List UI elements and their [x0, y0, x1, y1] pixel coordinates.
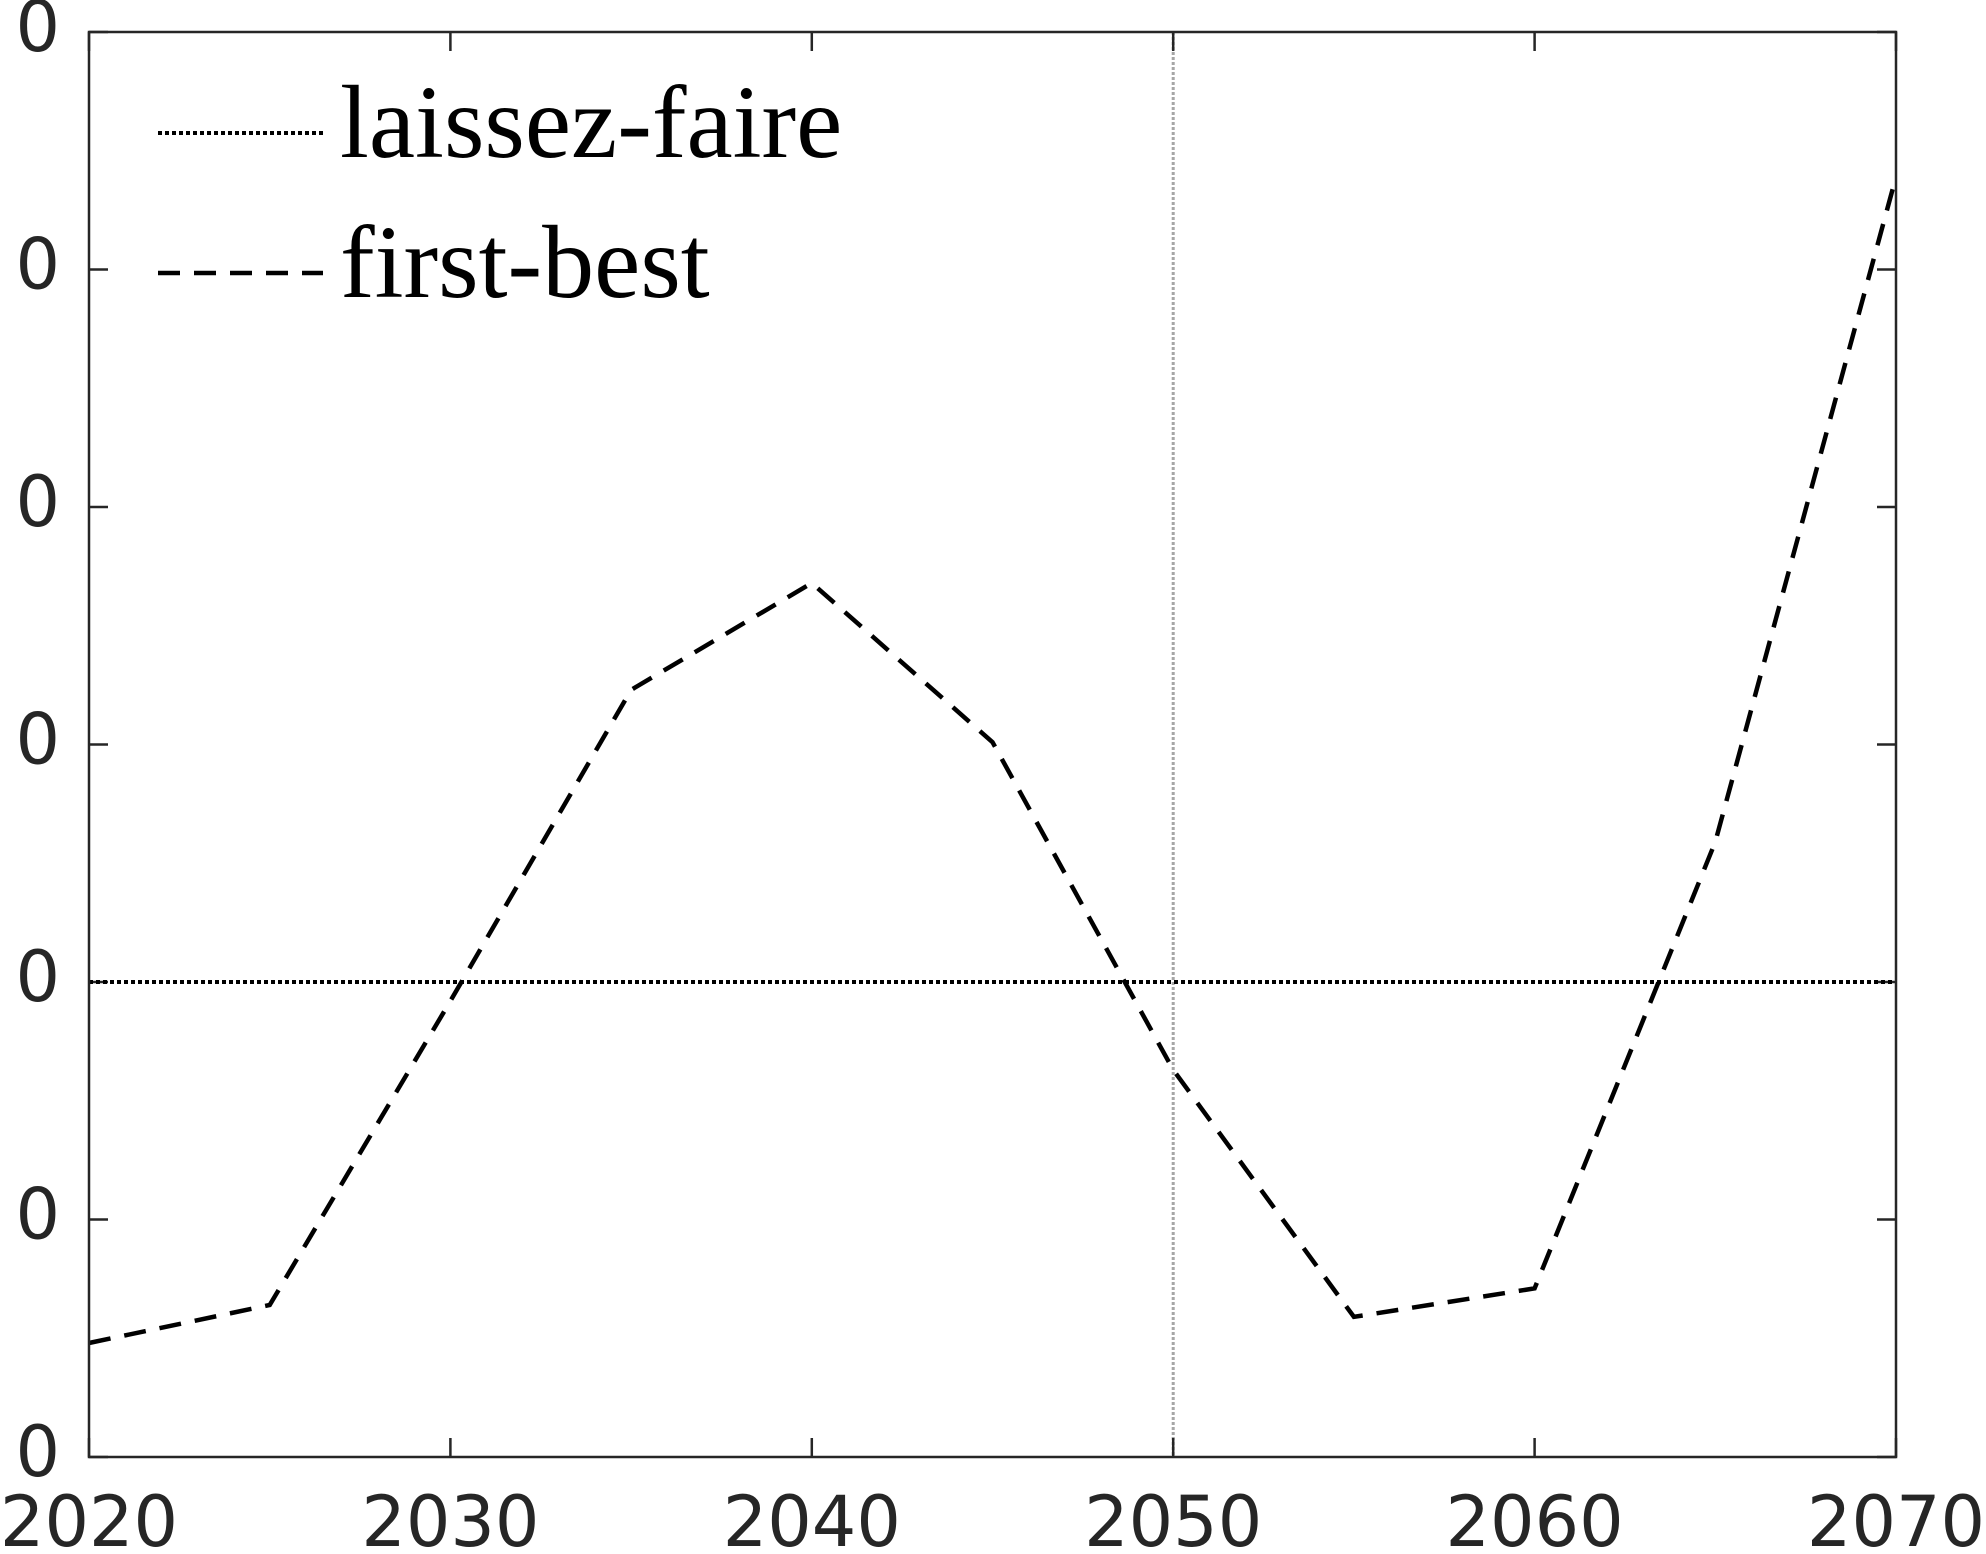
y-tick-label: 0 — [15, 224, 60, 306]
line-series — [88, 176, 1899, 1346]
x-tick-label: 2060 — [1446, 1481, 1624, 1554]
y-tick-label: 0 — [15, 936, 60, 1018]
legend-label: first-best — [340, 205, 710, 320]
y-tick-label: 0 — [15, 1174, 60, 1256]
x-tick-label: 2040 — [723, 1481, 901, 1554]
x-tick-label: 2050 — [1084, 1481, 1262, 1554]
x-tick-label: 2030 — [361, 1481, 539, 1554]
plot-frame — [87, 30, 1898, 1459]
legend-label: laissez-faire — [340, 65, 842, 180]
y-tick-label: 0 — [15, 0, 60, 68]
y-tick-label: 0 — [15, 461, 60, 543]
y-tick-label: 0 — [15, 699, 60, 781]
x-tick-label: 2020 — [0, 1481, 178, 1554]
y-tick-label: 0 — [15, 1411, 60, 1493]
x-tick-label: 2070 — [1807, 1481, 1985, 1554]
